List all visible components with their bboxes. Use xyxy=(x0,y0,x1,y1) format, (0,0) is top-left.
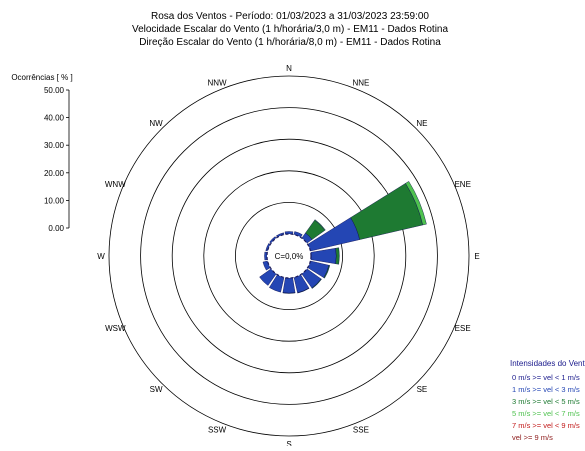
radial-scale: 50.00 40.00 30.00 20.00 10.00 0.00 xyxy=(44,86,70,233)
scale-tick-label: 40.00 xyxy=(44,114,65,123)
chart-title: Rosa dos Ventos - Período: 01/03/2023 a … xyxy=(132,11,449,48)
scale-tick-label: 30.00 xyxy=(44,141,65,150)
rose-petals xyxy=(259,181,427,294)
grid-ring-20 xyxy=(203,170,375,342)
grid-ring-30 xyxy=(171,138,407,374)
scale-tick-label: 10.00 xyxy=(44,196,65,205)
direction-label-SE: SE xyxy=(417,385,428,394)
direction-label-E: E xyxy=(474,252,479,261)
petal-S-series-1 xyxy=(282,277,296,294)
direction-label-ESE: ESE xyxy=(455,324,471,333)
grid-ring-50 xyxy=(108,75,470,437)
title-line-1: Rosa dos Ventos - Período: 01/03/2023 a … xyxy=(151,11,429,22)
direction-label-WNW: WNW xyxy=(105,180,126,189)
calm-circle: C=0,0% xyxy=(266,233,312,279)
petal-ESE-series-2 xyxy=(323,265,331,279)
direction-labels: N NNE NE ENE E ESE SE SSE S SSW SW WSW W WNW NW NNW xyxy=(97,64,479,449)
legend-title: Intensidades do Vento xyxy=(510,359,585,368)
scale-tick-label: 20.00 xyxy=(44,169,65,178)
petal-E-series-1 xyxy=(310,248,337,264)
direction-label-WSW: WSW xyxy=(105,324,126,333)
calm-ring xyxy=(266,233,312,279)
direction-label-NW: NW xyxy=(149,119,163,128)
title-line-3: Direção Escalar do Vento (1 h/horária/8,… xyxy=(139,37,441,48)
direction-label-SW: SW xyxy=(150,385,163,394)
direction-label-S: S xyxy=(286,440,291,446)
petal-ENE-series-3 xyxy=(405,181,427,226)
legend-entry: vel >= 9 m/s xyxy=(512,433,553,442)
direction-label-NNW: NNW xyxy=(208,78,228,87)
direction-label-W: W xyxy=(97,252,105,261)
legend-entry: 7 m/s >= vel < 9 m/s xyxy=(512,421,580,430)
direction-label-SSE: SSE xyxy=(353,426,369,435)
grid-rings xyxy=(108,75,470,437)
petal-NE-series-3 xyxy=(314,219,326,231)
legend: Intensidades do Vento 0 m/s >= vel < 1 m/… xyxy=(510,359,585,442)
scale-tick-label: 0.00 xyxy=(48,224,64,233)
grid-ring-10 xyxy=(234,201,343,310)
grid-ring-40 xyxy=(140,107,438,405)
direction-label-SSW: SSW xyxy=(208,426,227,435)
direction-label-ENE: ENE xyxy=(454,180,470,189)
title-line-2: Velocidade Escalar do Vento (1 h/horária… xyxy=(132,24,449,35)
y-axis-label: Ocorrências [ % ] xyxy=(11,73,72,82)
calm-label: C=0,0% xyxy=(275,252,304,261)
direction-label-N: N xyxy=(286,64,292,73)
petal-SSE-series-2 xyxy=(297,287,310,294)
direction-label-NNE: NNE xyxy=(352,78,369,87)
petal-SE-series-2 xyxy=(311,278,322,289)
petal-E-series-2 xyxy=(335,247,340,265)
legend-entry: 3 m/s >= vel < 5 m/s xyxy=(512,397,580,406)
legend-entry: 0 m/s >= vel < 1 m/s xyxy=(512,373,580,382)
direction-label-NE: NE xyxy=(416,119,427,128)
legend-entry: 5 m/s >= vel < 7 m/s xyxy=(512,409,580,418)
legend-entry: 1 m/s >= vel < 3 m/s xyxy=(512,385,580,394)
scale-tick-label: 50.00 xyxy=(44,86,65,95)
petal-S-series-2 xyxy=(282,292,296,294)
